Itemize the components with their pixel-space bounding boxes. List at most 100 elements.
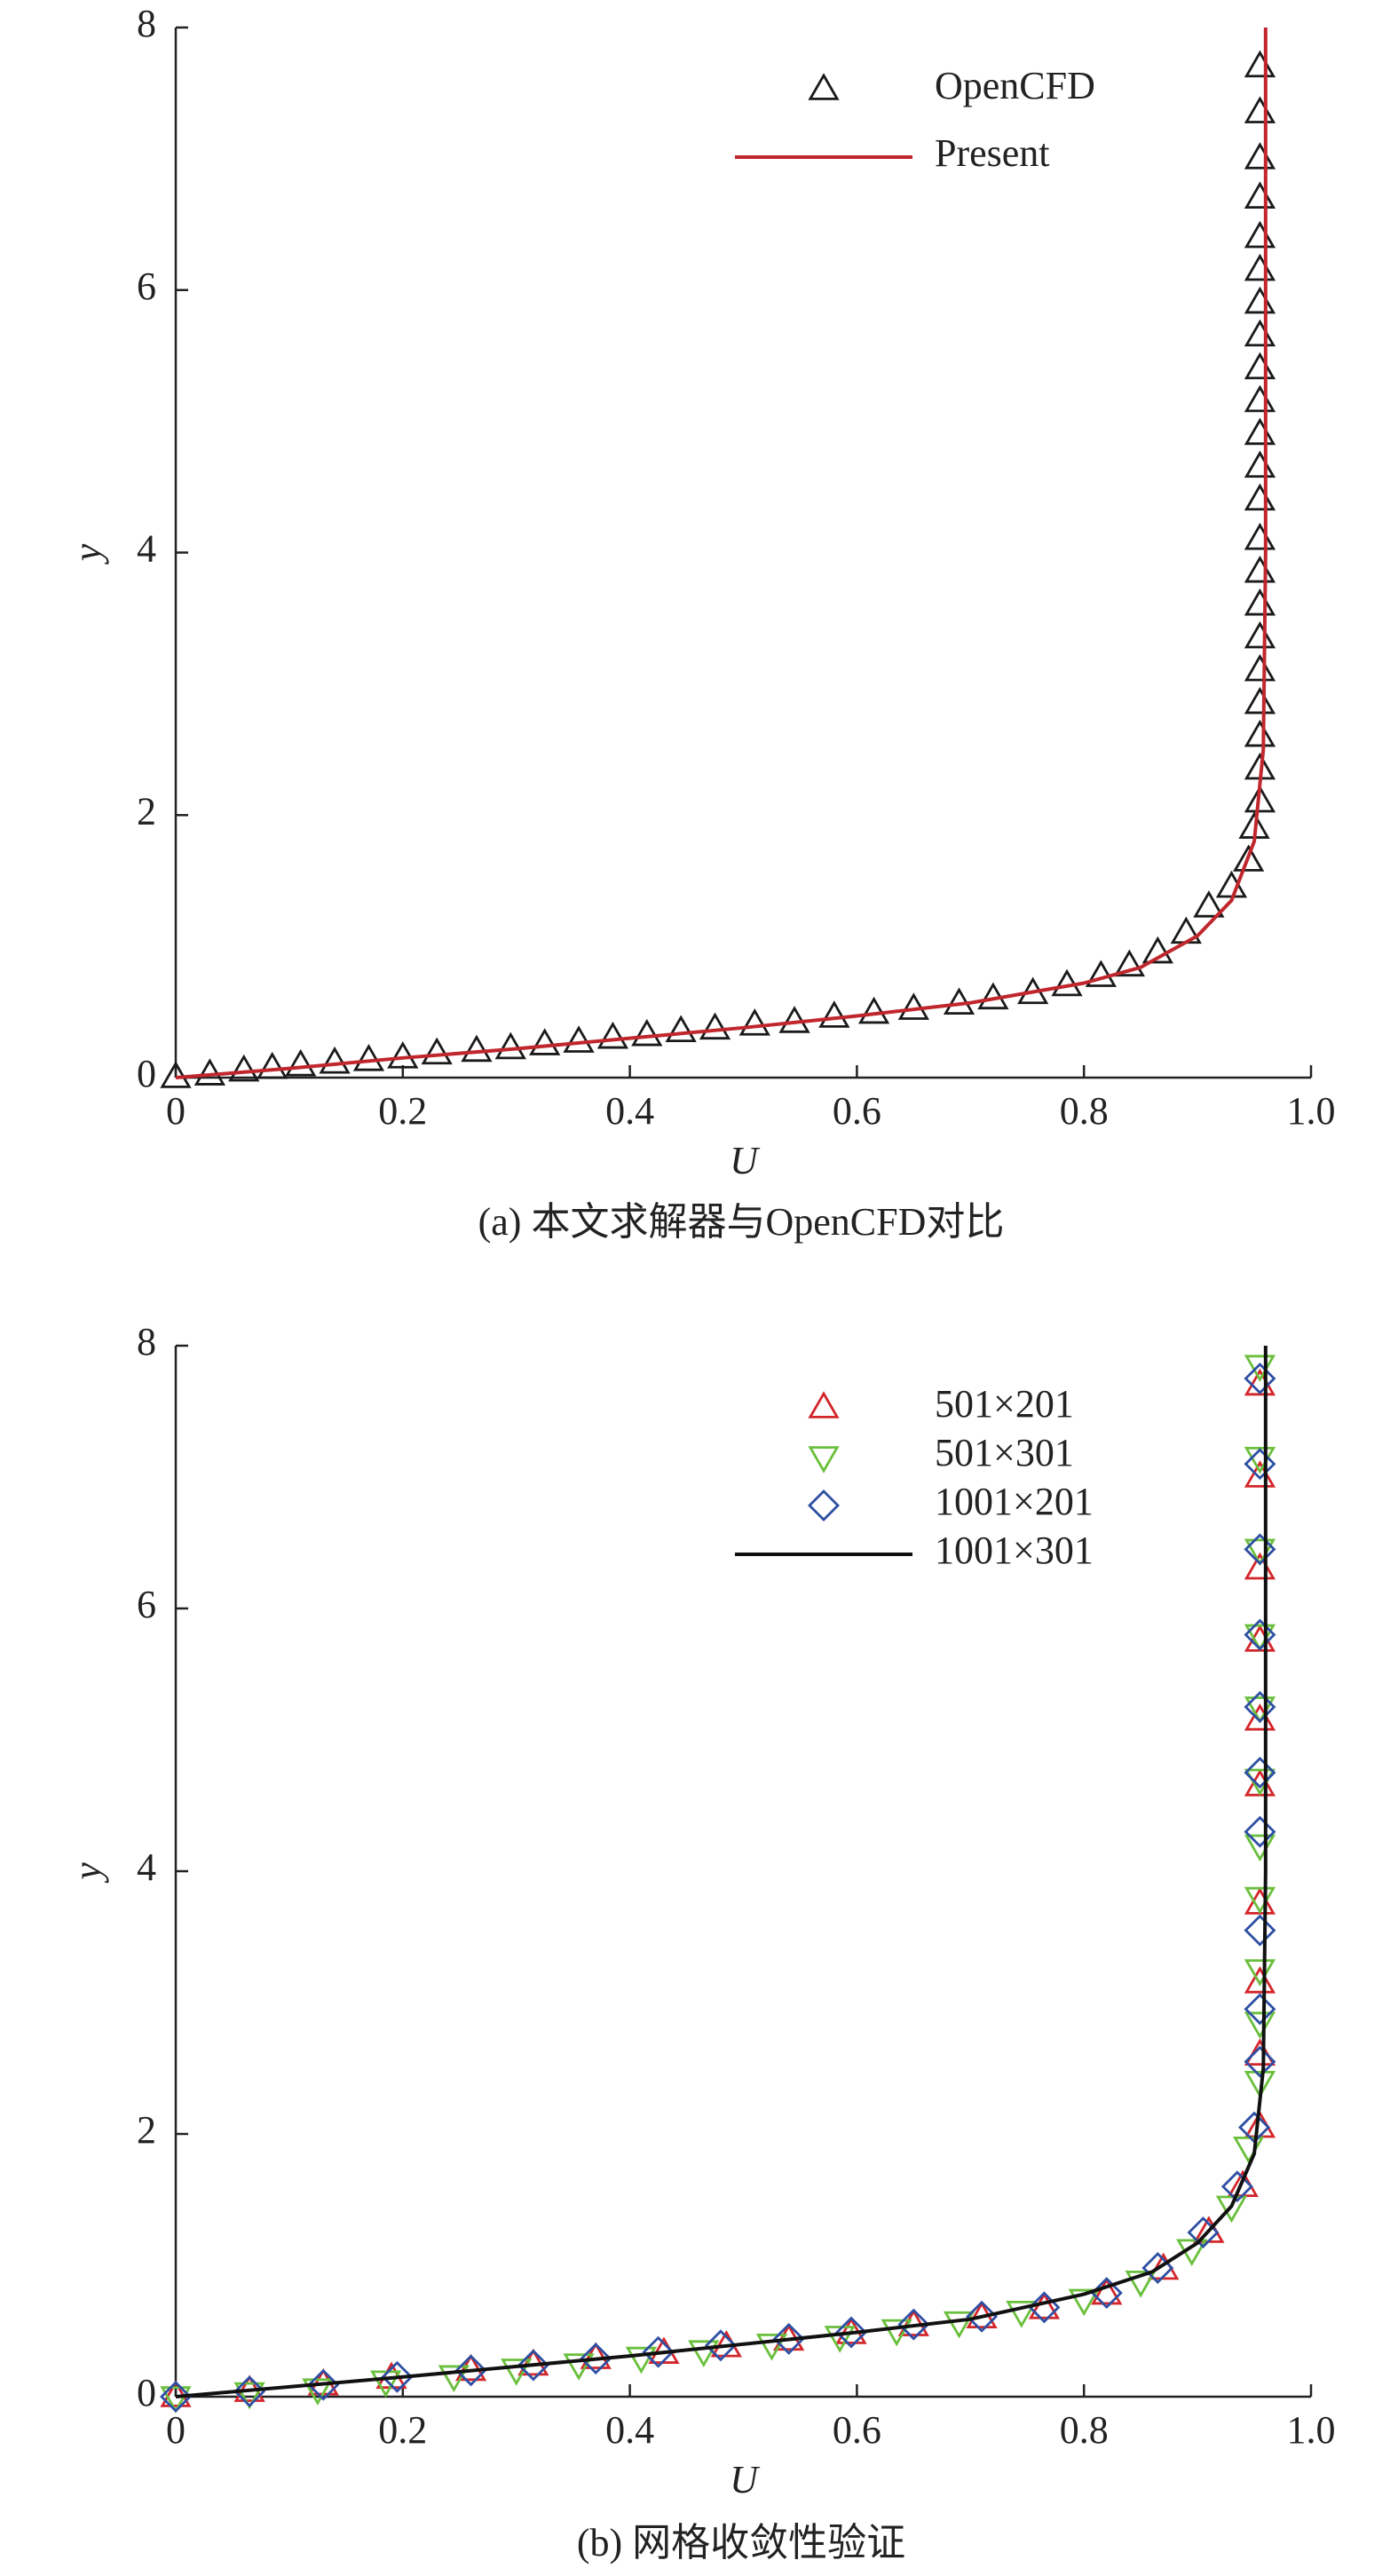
point xyxy=(454,2354,487,2387)
point xyxy=(319,1046,351,1074)
point xyxy=(772,2322,805,2355)
point xyxy=(1244,719,1276,747)
point xyxy=(1170,916,1202,944)
legend-label: 1001×201 xyxy=(935,1480,1094,1523)
point xyxy=(1244,253,1276,281)
point xyxy=(1244,620,1276,649)
point xyxy=(381,2360,414,2393)
point xyxy=(194,1058,225,1086)
point xyxy=(494,1031,526,1060)
point xyxy=(1141,936,1173,964)
y-tick-label: 4 xyxy=(137,1845,156,1889)
point xyxy=(285,1048,317,1077)
point xyxy=(369,2370,402,2398)
point xyxy=(1244,96,1276,123)
legend-marker xyxy=(808,1489,840,1521)
point xyxy=(943,2311,975,2339)
y-tick-label: 0 xyxy=(137,1052,156,1095)
point xyxy=(1244,653,1276,682)
x-axis-label: U xyxy=(730,2458,761,2501)
point xyxy=(1125,2270,1157,2298)
point xyxy=(1244,1355,1276,1383)
point xyxy=(835,2316,867,2349)
point xyxy=(1244,352,1276,380)
y-tick-label: 6 xyxy=(137,1583,156,1626)
point xyxy=(738,1008,770,1036)
point xyxy=(1244,1533,1276,1566)
point xyxy=(1244,1618,1276,1651)
x-tick-label: 0.6 xyxy=(833,2408,881,2452)
point xyxy=(596,1021,629,1049)
point xyxy=(387,1041,419,1069)
point xyxy=(1244,2071,1276,2098)
x-tick-label: 1.0 xyxy=(1287,2408,1336,2452)
x-tick-label: 0.6 xyxy=(833,1089,881,1133)
y-axis-label: y xyxy=(66,543,109,565)
caption: (a) 本文求解器与OpenCFD对比 xyxy=(478,1200,1005,1244)
point xyxy=(1244,588,1276,616)
line xyxy=(175,28,1268,1079)
point xyxy=(1244,1460,1276,1488)
x-axis-label: U xyxy=(730,1139,761,1182)
x-tick-label: 0 xyxy=(166,1089,186,1133)
legend-label: 1001×301 xyxy=(935,1529,1094,1572)
point xyxy=(233,2382,265,2410)
point xyxy=(1244,1703,1276,1731)
point xyxy=(1244,181,1276,209)
point xyxy=(1244,142,1276,170)
x-tick-label: 0.2 xyxy=(378,1089,427,1133)
point xyxy=(1244,1448,1276,1481)
legend-marker xyxy=(808,73,840,100)
x-tick-label: 0.2 xyxy=(378,2408,427,2452)
y-tick-label: 2 xyxy=(137,2108,156,2152)
point xyxy=(631,1018,663,1047)
point xyxy=(1244,1959,1276,1987)
point xyxy=(1244,483,1276,511)
point xyxy=(160,2386,192,2414)
point xyxy=(857,996,890,1024)
point xyxy=(1244,1757,1276,1789)
point xyxy=(1244,319,1276,347)
point xyxy=(1215,2195,1248,2224)
point xyxy=(1244,1993,1276,2026)
x-tick-label: 1.0 xyxy=(1287,1089,1336,1133)
point xyxy=(1085,960,1118,987)
legend-marker xyxy=(808,1391,840,1418)
point xyxy=(257,1051,288,1079)
y-tick-label: 8 xyxy=(137,1320,156,1363)
y-tick-label: 8 xyxy=(137,2,156,45)
point xyxy=(1244,555,1276,583)
point xyxy=(1113,949,1145,977)
point xyxy=(642,2335,675,2368)
point xyxy=(461,1034,493,1063)
point xyxy=(755,2334,788,2361)
point xyxy=(1244,417,1276,446)
point xyxy=(1244,1363,1276,1395)
x-tick-label: 0.4 xyxy=(605,1089,654,1133)
y-axis-label: y xyxy=(66,1862,109,1884)
x-tick-label: 0 xyxy=(166,2408,186,2452)
legend-label: 501×301 xyxy=(935,1431,1074,1474)
point xyxy=(824,2326,856,2353)
legend-label: OpenCFD xyxy=(935,64,1095,107)
point xyxy=(1244,2045,1276,2078)
point xyxy=(421,1037,453,1065)
legend-label: 501×201 xyxy=(935,1382,1074,1426)
point xyxy=(1091,2277,1123,2305)
point xyxy=(160,2381,192,2413)
point xyxy=(897,2308,930,2341)
point xyxy=(454,2353,487,2382)
point xyxy=(1244,1691,1276,1723)
point xyxy=(1006,2301,1038,2328)
point xyxy=(563,1025,595,1053)
x-tick-label: 0.8 xyxy=(1060,2408,1109,2452)
point xyxy=(160,1061,192,1088)
point xyxy=(1244,1552,1276,1580)
point xyxy=(352,1043,385,1071)
point xyxy=(665,1015,697,1043)
point xyxy=(1068,2288,1100,2317)
point xyxy=(1244,50,1276,78)
point xyxy=(966,2300,999,2333)
